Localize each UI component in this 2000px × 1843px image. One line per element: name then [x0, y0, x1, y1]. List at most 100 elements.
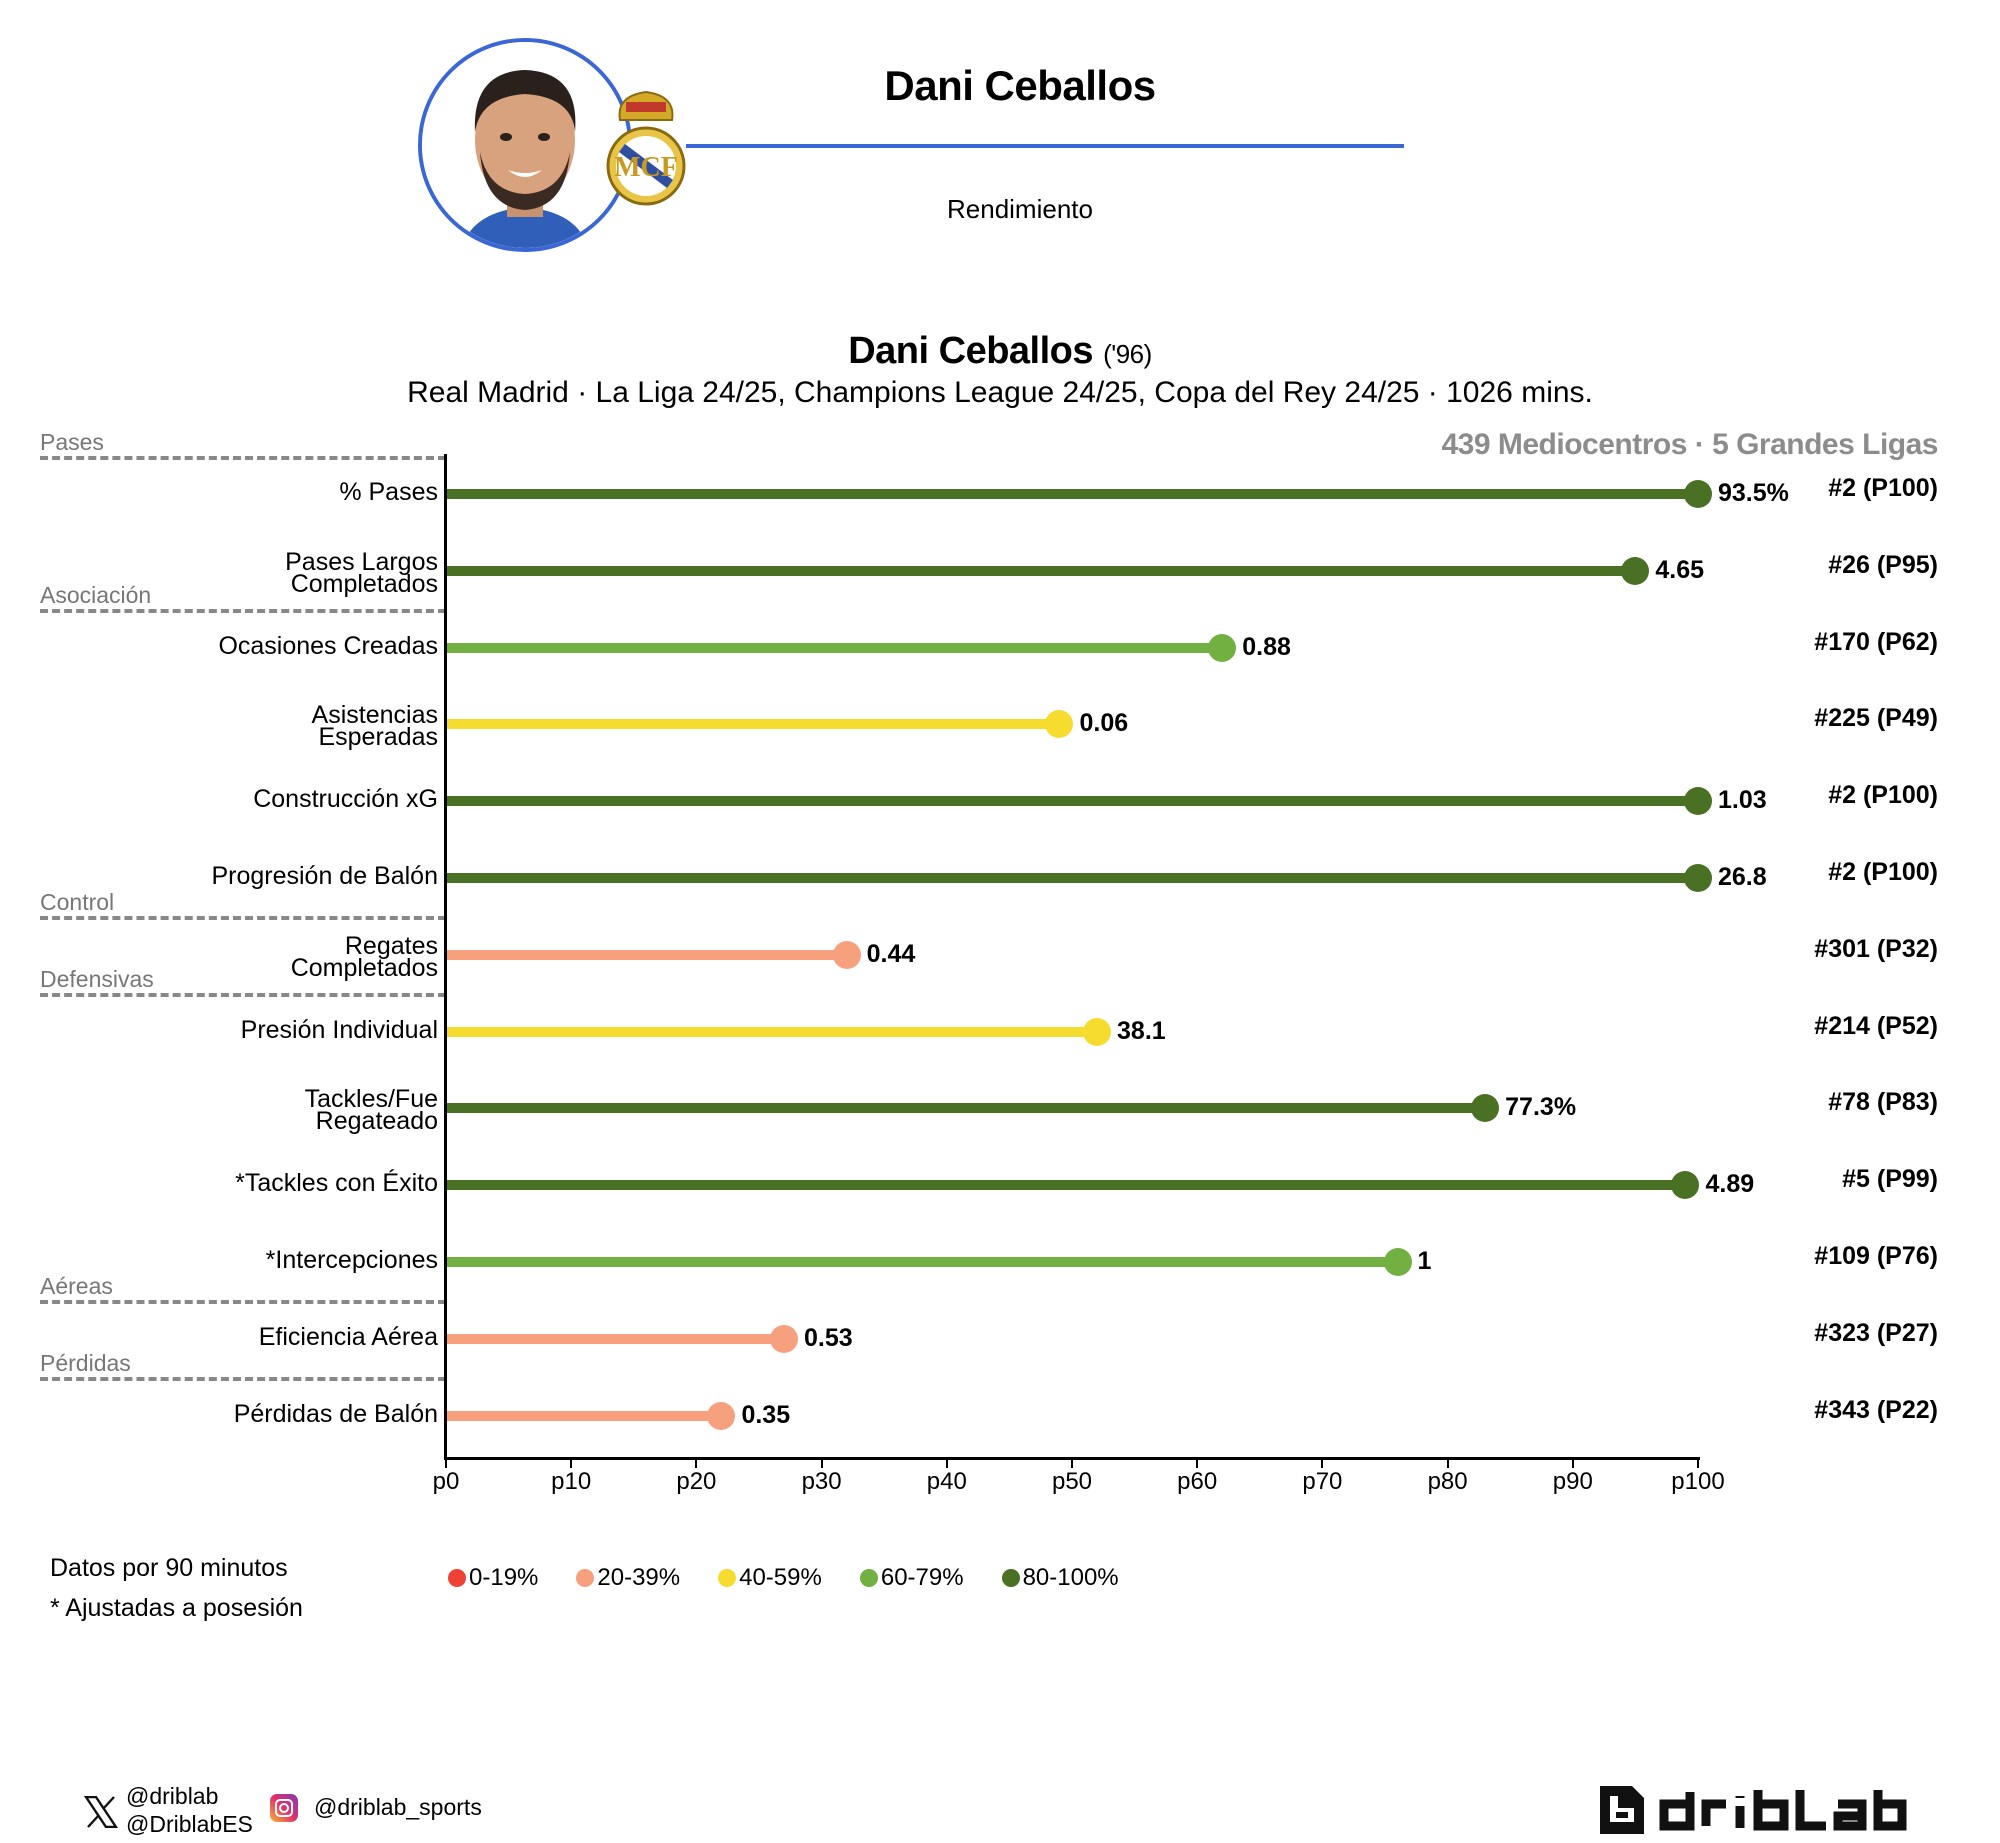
lollipop-bar	[446, 642, 1223, 653]
x-tick	[1321, 1458, 1324, 1468]
note-per90: Datos por 90 minutos	[50, 1554, 288, 1582]
chart-title-name: Dani Ceballos	[848, 330, 1094, 372]
x-tick	[445, 1458, 447, 1468]
legend-label: 20-39%	[597, 1564, 681, 1591]
legend-item: 0-19%	[448, 1564, 538, 1592]
lollipop-dot	[707, 1401, 736, 1430]
lollipop-dot	[832, 940, 861, 969]
lollipop-bar	[446, 949, 847, 960]
x-tick-label: p90	[1552, 1468, 1593, 1495]
instagram-icon	[270, 1794, 298, 1822]
instagram-handle[interactable]: @driblab_sports	[314, 1794, 482, 1820]
rank-label: #214 (P52)	[1814, 1011, 1938, 1040]
chart-title-year: ('96)	[1103, 339, 1152, 369]
legend-item: 20-39%	[576, 1564, 680, 1592]
x-logo-icon	[83, 1795, 119, 1834]
rank-label: #170 (P62)	[1814, 627, 1938, 656]
x-tick-label: p50	[1051, 1468, 1093, 1495]
value-label: 0.35	[741, 1400, 791, 1429]
x-tick-label: p60	[1177, 1468, 1218, 1495]
header-divider	[686, 144, 1404, 148]
section-label: Control	[40, 889, 115, 916]
x-tick	[1697, 1458, 1699, 1468]
x-tick-label: p10	[551, 1468, 592, 1495]
section-label: Defensivas	[40, 966, 154, 993]
metric-label: Progresión de Balón	[211, 862, 438, 890]
metric-label: Presión Individual	[240, 1015, 438, 1044]
rank-label: #323 (P27)	[1814, 1318, 1938, 1347]
lollipop-dot	[1671, 1171, 1700, 1200]
x-tick	[1071, 1458, 1073, 1468]
lollipop-bar	[446, 719, 1060, 730]
player-portrait-icon	[422, 42, 628, 248]
metric-label: Tackles/Fue Regateado	[304, 1085, 438, 1136]
rank-label: #2 (P100)	[1828, 781, 1938, 810]
value-label: 4.89	[1705, 1170, 1755, 1199]
driblab-logo	[1598, 1782, 1908, 1843]
section-label: Pérdidas	[40, 1350, 131, 1377]
legend-label: 40-59%	[739, 1564, 822, 1591]
legend-label: 60-79%	[880, 1564, 964, 1591]
x-tick-label: p0	[432, 1468, 460, 1495]
metric-label: Regates Completados	[290, 931, 438, 982]
x-handle-1[interactable]: @driblab	[126, 1783, 219, 1809]
legend-swatch-icon	[718, 1569, 737, 1587]
lollipop-dot	[1045, 710, 1074, 739]
legend-item: 60-79%	[859, 1564, 964, 1592]
lollipop-dot	[1383, 1248, 1412, 1276]
value-label: 0.53	[804, 1323, 853, 1352]
legend-item: 40-59%	[718, 1564, 822, 1592]
x-tick	[1446, 1458, 1449, 1468]
dashed-line	[40, 1377, 446, 1382]
x-tick-label: p20	[676, 1468, 717, 1495]
section-divider: Defensivas	[40, 957, 446, 998]
player-photo	[418, 38, 632, 252]
section-divider: Aéreas	[40, 1264, 446, 1305]
lollipop-bar	[446, 1026, 1098, 1037]
lollipop-dot	[1684, 864, 1712, 892]
rank-label: #109 (P76)	[1814, 1242, 1938, 1270]
dashed-line	[40, 916, 446, 921]
x-tick	[695, 1458, 698, 1468]
metric-label: Asistencias Esperadas	[311, 701, 438, 752]
lollipop-bar	[446, 1257, 1398, 1267]
legend-swatch-icon	[859, 1569, 878, 1587]
value-label: 26.8	[1718, 863, 1767, 891]
y-axis	[444, 454, 447, 1460]
x-tick-label: p100	[1671, 1468, 1725, 1495]
lollipop-bar	[446, 565, 1636, 576]
section-label: Aéreas	[40, 1273, 113, 1300]
value-label: 0.88	[1242, 632, 1291, 661]
section-label: Pases	[40, 428, 104, 455]
section-divider: Pases	[40, 420, 446, 460]
lollipop-dot	[1684, 480, 1712, 508]
driblab-logo-icon	[1600, 1786, 1907, 1834]
player-name: Dani Ceballos	[884, 62, 1156, 109]
lollipop-dot	[1471, 1094, 1500, 1123]
lollipop-bar	[446, 796, 1698, 807]
section-divider: Asociación	[40, 573, 446, 614]
rank-label: #2 (P100)	[1828, 474, 1938, 502]
x-tick-label: p30	[801, 1468, 842, 1495]
svg-text:MCF: MCF	[614, 152, 678, 183]
legend-label: 0-19%	[469, 1564, 539, 1591]
rank-label: #5 (P99)	[1842, 1165, 1938, 1194]
rank-label: #78 (P83)	[1828, 1088, 1938, 1117]
x-tick	[1196, 1458, 1199, 1468]
x-handle-2[interactable]: @DriblabES	[126, 1811, 253, 1837]
x-tick	[820, 1458, 823, 1468]
chart-subtitle: Real Madrid · La Liga 24/25, Champions L…	[407, 376, 1593, 409]
value-label: 0.44	[866, 939, 916, 968]
legend-swatch-icon	[448, 1569, 466, 1587]
rank-label: #2 (P100)	[1828, 858, 1938, 886]
lollipop-bar	[446, 1410, 722, 1421]
rank-label: #26 (P95)	[1828, 550, 1938, 579]
chart-title: Dani Ceballos ('96)	[0, 330, 2000, 373]
lollipop-bar	[446, 1180, 1686, 1191]
metric-label: Eficiencia Aérea	[258, 1322, 438, 1351]
value-label: 38.1	[1117, 1016, 1166, 1045]
note-adjusted: * Ajustadas a posesión	[50, 1594, 303, 1622]
value-label: 1.03	[1718, 786, 1767, 815]
rank-label: #225 (P49)	[1814, 704, 1938, 733]
legend-swatch-icon	[576, 1569, 595, 1587]
